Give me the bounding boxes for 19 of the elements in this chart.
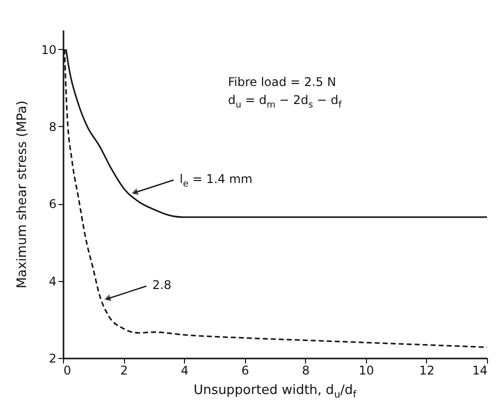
x-axis-title: Unsupported width, d$_{u}$/d$_{f}$ — [194, 383, 356, 403]
x-tick-label: 0 — [64, 364, 72, 378]
x-tick-label: 8 — [302, 364, 310, 378]
x-tick-label: 2 — [120, 364, 128, 378]
x-tick-label: 12 — [419, 364, 435, 378]
annotation: 2.8 — [152, 278, 172, 292]
y-tick-label: 2 — [48, 352, 56, 366]
y-tick-label: 8 — [48, 120, 56, 134]
x-tick-label: 6 — [241, 364, 250, 378]
y-axis-title: Maximum shear stress (MPa) — [15, 100, 30, 288]
y-tick-label: 6 — [48, 197, 56, 212]
annotation: Fibre load = 2.5 N — [228, 75, 336, 89]
annotation: d$_{u}$ = d$_{m}$ − 2d$_{s}$ − d$_{f}$ — [228, 93, 342, 112]
y-tick-label: 10 — [41, 42, 56, 57]
x-tick-label: 10 — [358, 364, 374, 378]
x-tick-label: 4 — [180, 364, 188, 378]
x-tick-label: 14 — [472, 364, 488, 378]
annotation: l$_{e}$ = 1.4 mm — [180, 172, 252, 192]
y-tick-label: 4 — [48, 274, 56, 288]
